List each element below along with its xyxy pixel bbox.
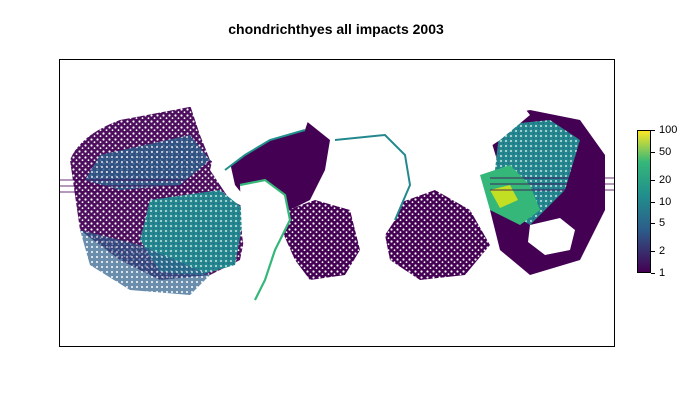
north-america-landmass <box>190 95 310 170</box>
pacific-west-teal <box>140 190 245 275</box>
legend-tick <box>651 273 655 274</box>
europe-landmass <box>325 80 400 130</box>
legend-tick <box>651 152 655 153</box>
legend-tick-label: 20 <box>659 174 672 186</box>
legend-tick <box>651 202 655 203</box>
legend-tick-label: 2 <box>659 245 666 257</box>
south-america-landmass <box>240 180 290 300</box>
indonesia-yellow <box>490 185 518 208</box>
africa-landmass <box>335 135 410 250</box>
australia-landmass <box>528 218 575 255</box>
legend-tick-label: 10 <box>659 196 672 208</box>
legend-tick-label: 1 <box>659 267 666 279</box>
greenland-landmass <box>295 75 335 105</box>
legend-tick-label: 50 <box>659 146 672 158</box>
map-title: chondrichthyes all impacts 2003 <box>228 21 444 37</box>
asia-landmass <box>390 80 530 160</box>
indian-ocean-region <box>380 190 490 280</box>
southern-pacific-blue <box>80 230 210 295</box>
africa-coastline-highlight <box>334 133 412 221</box>
map-panel <box>59 59 615 347</box>
legend-tick <box>651 223 655 224</box>
legend-tick-label: 5 <box>659 217 666 229</box>
legend-tick <box>651 130 655 131</box>
impact-map <box>60 75 614 346</box>
americas-coastline-highlight <box>239 178 292 301</box>
equatorial-stripes <box>60 177 614 193</box>
antarctic-edge <box>60 310 614 346</box>
north-atlantic-coast-highlight <box>224 129 306 171</box>
color-legend: 100 50 20 10 5 2 1 <box>637 125 677 279</box>
legend-tick-label: 100 <box>659 124 678 136</box>
south-atlantic-region <box>275 200 360 280</box>
legend-color-bar <box>637 130 651 273</box>
legend-tick <box>651 180 655 181</box>
legend-tick <box>651 251 655 252</box>
pacific-north-blue <box>85 135 210 190</box>
